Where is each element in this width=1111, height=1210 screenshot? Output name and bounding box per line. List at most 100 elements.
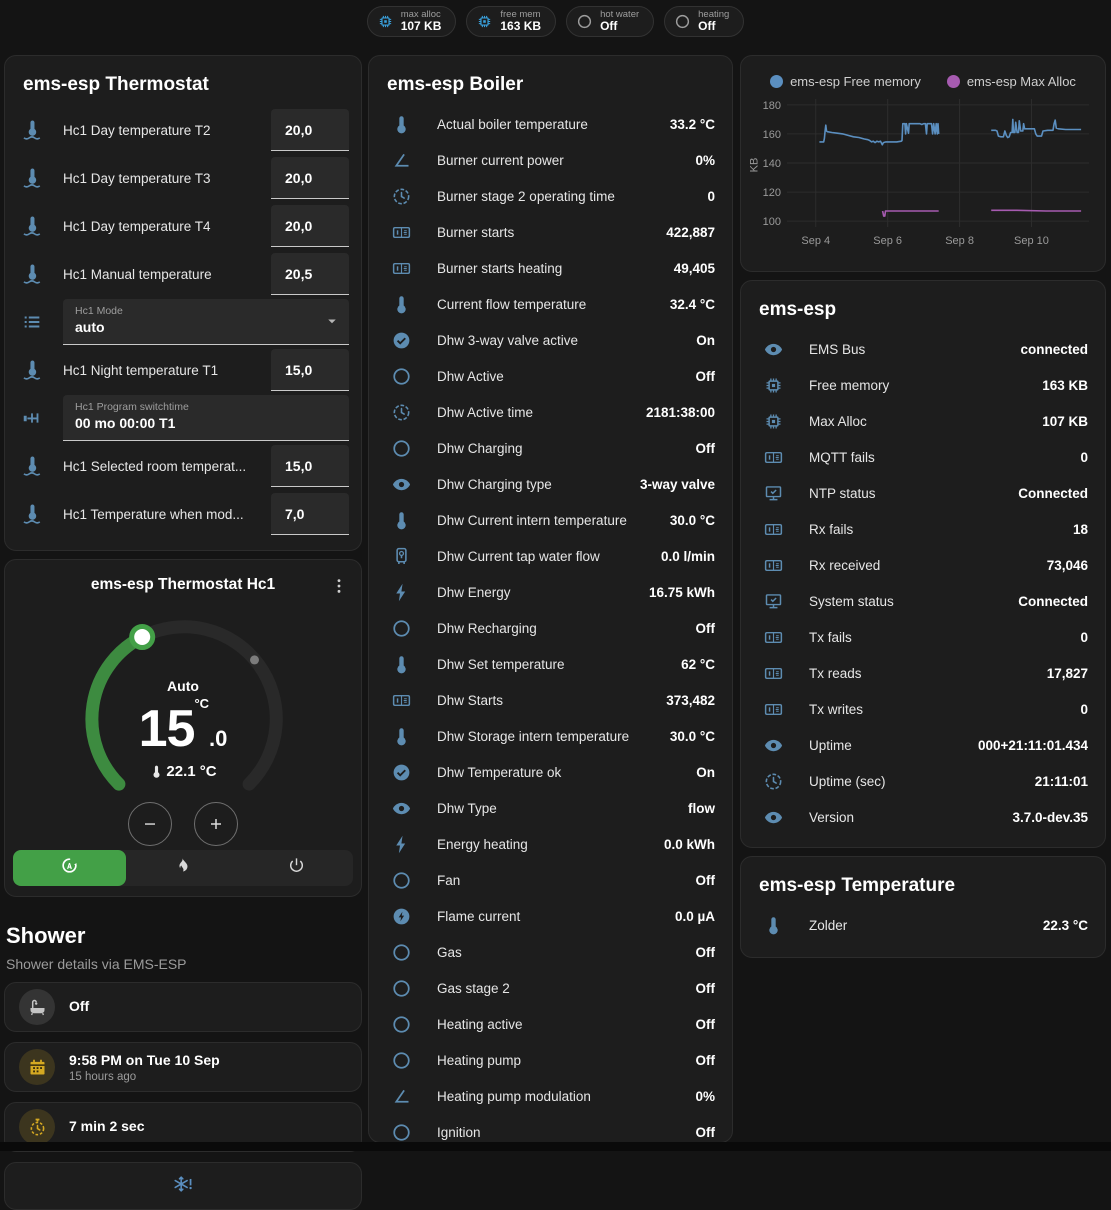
dots-vertical-icon[interactable] (325, 572, 353, 605)
legend-dot (770, 75, 784, 88)
entity-value: 422,887 (666, 224, 715, 240)
dial-knob[interactable] (129, 624, 156, 650)
entity-row[interactable]: MQTT fails 0 (741, 439, 1105, 475)
entity-row[interactable]: Burner starts heating 49,405 (369, 250, 732, 286)
entity-value: 373,482 (666, 692, 715, 708)
number-input[interactable]: 20,0 (271, 157, 349, 199)
entity-row[interactable]: Dhw Active time 2181:38:00 (369, 394, 732, 430)
header-badge[interactable]: hot water Off (566, 6, 655, 37)
mode-select[interactable]: Hc1 Mode auto (63, 299, 349, 345)
temp-decrease-button[interactable] (128, 802, 172, 846)
shower-card[interactable]: 9:58 PM on Tue 10 Sep 15 hours ago (4, 1042, 362, 1092)
thermostat-hc1-card: ems-esp Thermostat Hc1 Auto 15°C.0 22.1 … (4, 559, 362, 897)
entity-row[interactable]: Flame current 0.0 µA (369, 898, 732, 934)
list-icon (19, 311, 45, 333)
entity-row[interactable]: Fan Off (369, 862, 732, 898)
entity-row[interactable]: Uptime (sec) 21:11:01 (741, 763, 1105, 799)
entity-row[interactable]: Dhw Current tap water flow 0.0 l/min (369, 538, 732, 574)
number-input[interactable]: 20,5 (271, 253, 349, 295)
number-input[interactable]: 20,0 (271, 205, 349, 247)
entity-row[interactable]: Heating pump modulation 0% (369, 1078, 732, 1114)
entity-row[interactable]: Tx reads 17,827 (741, 655, 1105, 691)
current-temperature: 22.1 °C (5, 763, 361, 780)
entity-value: 30.0 °C (669, 728, 715, 744)
entity-row[interactable]: Current flow temperature 32.4 °C (369, 286, 732, 322)
entity-value: 33.2 °C (669, 116, 715, 132)
entity-label: Dhw Type (437, 800, 497, 816)
header-badge[interactable]: free mem 163 KB (466, 6, 557, 37)
entity-value: 18 (1072, 521, 1088, 537)
entity-row[interactable]: Dhw Active Off (369, 358, 732, 394)
number-input[interactable]: 15,0 (271, 445, 349, 487)
counter-icon (761, 627, 785, 648)
shower-card[interactable]: Off (4, 982, 362, 1032)
entity-label: Uptime (809, 737, 852, 753)
entity-row[interactable]: Dhw Temperature ok On (369, 754, 732, 790)
number-input[interactable]: 20,0 (271, 109, 349, 151)
entity-label: Tx writes (809, 701, 863, 717)
entity-row[interactable]: Energy heating 0.0 kWh (369, 826, 732, 862)
entity-row[interactable]: Rx fails 18 (741, 511, 1105, 547)
header-badge[interactable]: heating Off (664, 6, 745, 37)
entity-row[interactable]: Actual boiler temperature 33.2 °C (369, 106, 732, 142)
entity-row[interactable]: Version 3.7.0-dev.35 (741, 799, 1105, 835)
hvac-mode-auto-mode-button[interactable] (13, 850, 127, 886)
entity-row[interactable]: Heating pump Off (369, 1042, 732, 1078)
entity-label: Version (809, 809, 855, 825)
entity-row[interactable]: Dhw Starts 373,482 (369, 682, 732, 718)
entity-row[interactable]: Burner current power 0% (369, 142, 732, 178)
entity-row[interactable]: System status Connected (741, 583, 1105, 619)
temp-increase-button[interactable] (194, 802, 238, 846)
entity-value: 0 (707, 188, 715, 204)
entity-row[interactable]: Dhw Recharging Off (369, 610, 732, 646)
entity-value: Off (695, 620, 716, 636)
counter-icon (389, 222, 413, 243)
entity-row[interactable]: Dhw Charging type 3-way valve (369, 466, 732, 502)
entity-row[interactable]: Dhw Type flow (369, 790, 732, 826)
entity-row[interactable]: Tx fails 0 (741, 619, 1105, 655)
shower-card[interactable] (4, 1162, 362, 1210)
entity-row[interactable]: Dhw Storage intern temperature 30.0 °C (369, 718, 732, 754)
fire-icon (173, 856, 192, 880)
entity-row[interactable]: Burner stage 2 operating time 0 (369, 178, 732, 214)
legend-item[interactable]: ems-esp Free memory (770, 74, 921, 89)
flash-icon (389, 582, 413, 603)
hvac-mode-power-button[interactable] (240, 850, 353, 886)
entity-row[interactable]: Ignition Off (369, 1114, 732, 1142)
number-input[interactable]: 15,0 (271, 349, 349, 391)
entity-value: 0 (1080, 701, 1088, 717)
entity-row[interactable]: Burner starts 422,887 (369, 214, 732, 250)
hvac-mode-fire-button[interactable] (126, 850, 239, 886)
entity-row[interactable]: Dhw 3-way valve active On (369, 322, 732, 358)
setting-row: Hc1 Day temperature T4 20,0 (5, 202, 361, 250)
eye-icon (389, 474, 413, 495)
panel-title: ems-esp (759, 299, 837, 320)
entity-value: 30.0 °C (669, 512, 715, 528)
entity-row[interactable]: Max Alloc 107 KB (741, 403, 1105, 439)
number-input[interactable]: 7,0 (271, 493, 349, 535)
entity-row[interactable]: NTP status Connected (741, 475, 1105, 511)
thermostat-dial[interactable] (74, 614, 294, 834)
clock-icon (761, 771, 785, 792)
entity-label: Heating active (437, 1016, 523, 1032)
entity-row[interactable]: Tx writes 0 (741, 691, 1105, 727)
entity-row[interactable]: Heating active Off (369, 1006, 732, 1042)
entity-row[interactable]: Dhw Charging Off (369, 430, 732, 466)
entity-label: Tx reads (809, 665, 862, 681)
circle-icon (389, 978, 413, 999)
entity-label: Ignition (437, 1124, 481, 1140)
legend-item[interactable]: ems-esp Max Alloc (946, 74, 1076, 89)
entity-row[interactable]: Gas Off (369, 934, 732, 970)
entity-row[interactable]: Uptime 000+21:11:01.434 (741, 727, 1105, 763)
entity-row[interactable]: Gas stage 2 Off (369, 970, 732, 1006)
text-input[interactable]: Hc1 Program switchtime 00 mo 00:00 T1 (63, 395, 349, 441)
header-badge[interactable]: max alloc 107 KB (366, 6, 457, 37)
entity-row[interactable]: Free memory 163 KB (741, 367, 1105, 403)
entity-row[interactable]: Zolder 22.3 °C (741, 907, 1105, 943)
entity-row[interactable]: EMS Bus connected (741, 331, 1105, 367)
entity-row[interactable]: Rx received 73,046 (741, 547, 1105, 583)
entity-row[interactable]: Dhw Set temperature 62 °C (369, 646, 732, 682)
svg-text:Sep 4: Sep 4 (801, 235, 830, 247)
entity-row[interactable]: Dhw Energy 16.75 kWh (369, 574, 732, 610)
entity-row[interactable]: Dhw Current intern temperature 30.0 °C (369, 502, 732, 538)
